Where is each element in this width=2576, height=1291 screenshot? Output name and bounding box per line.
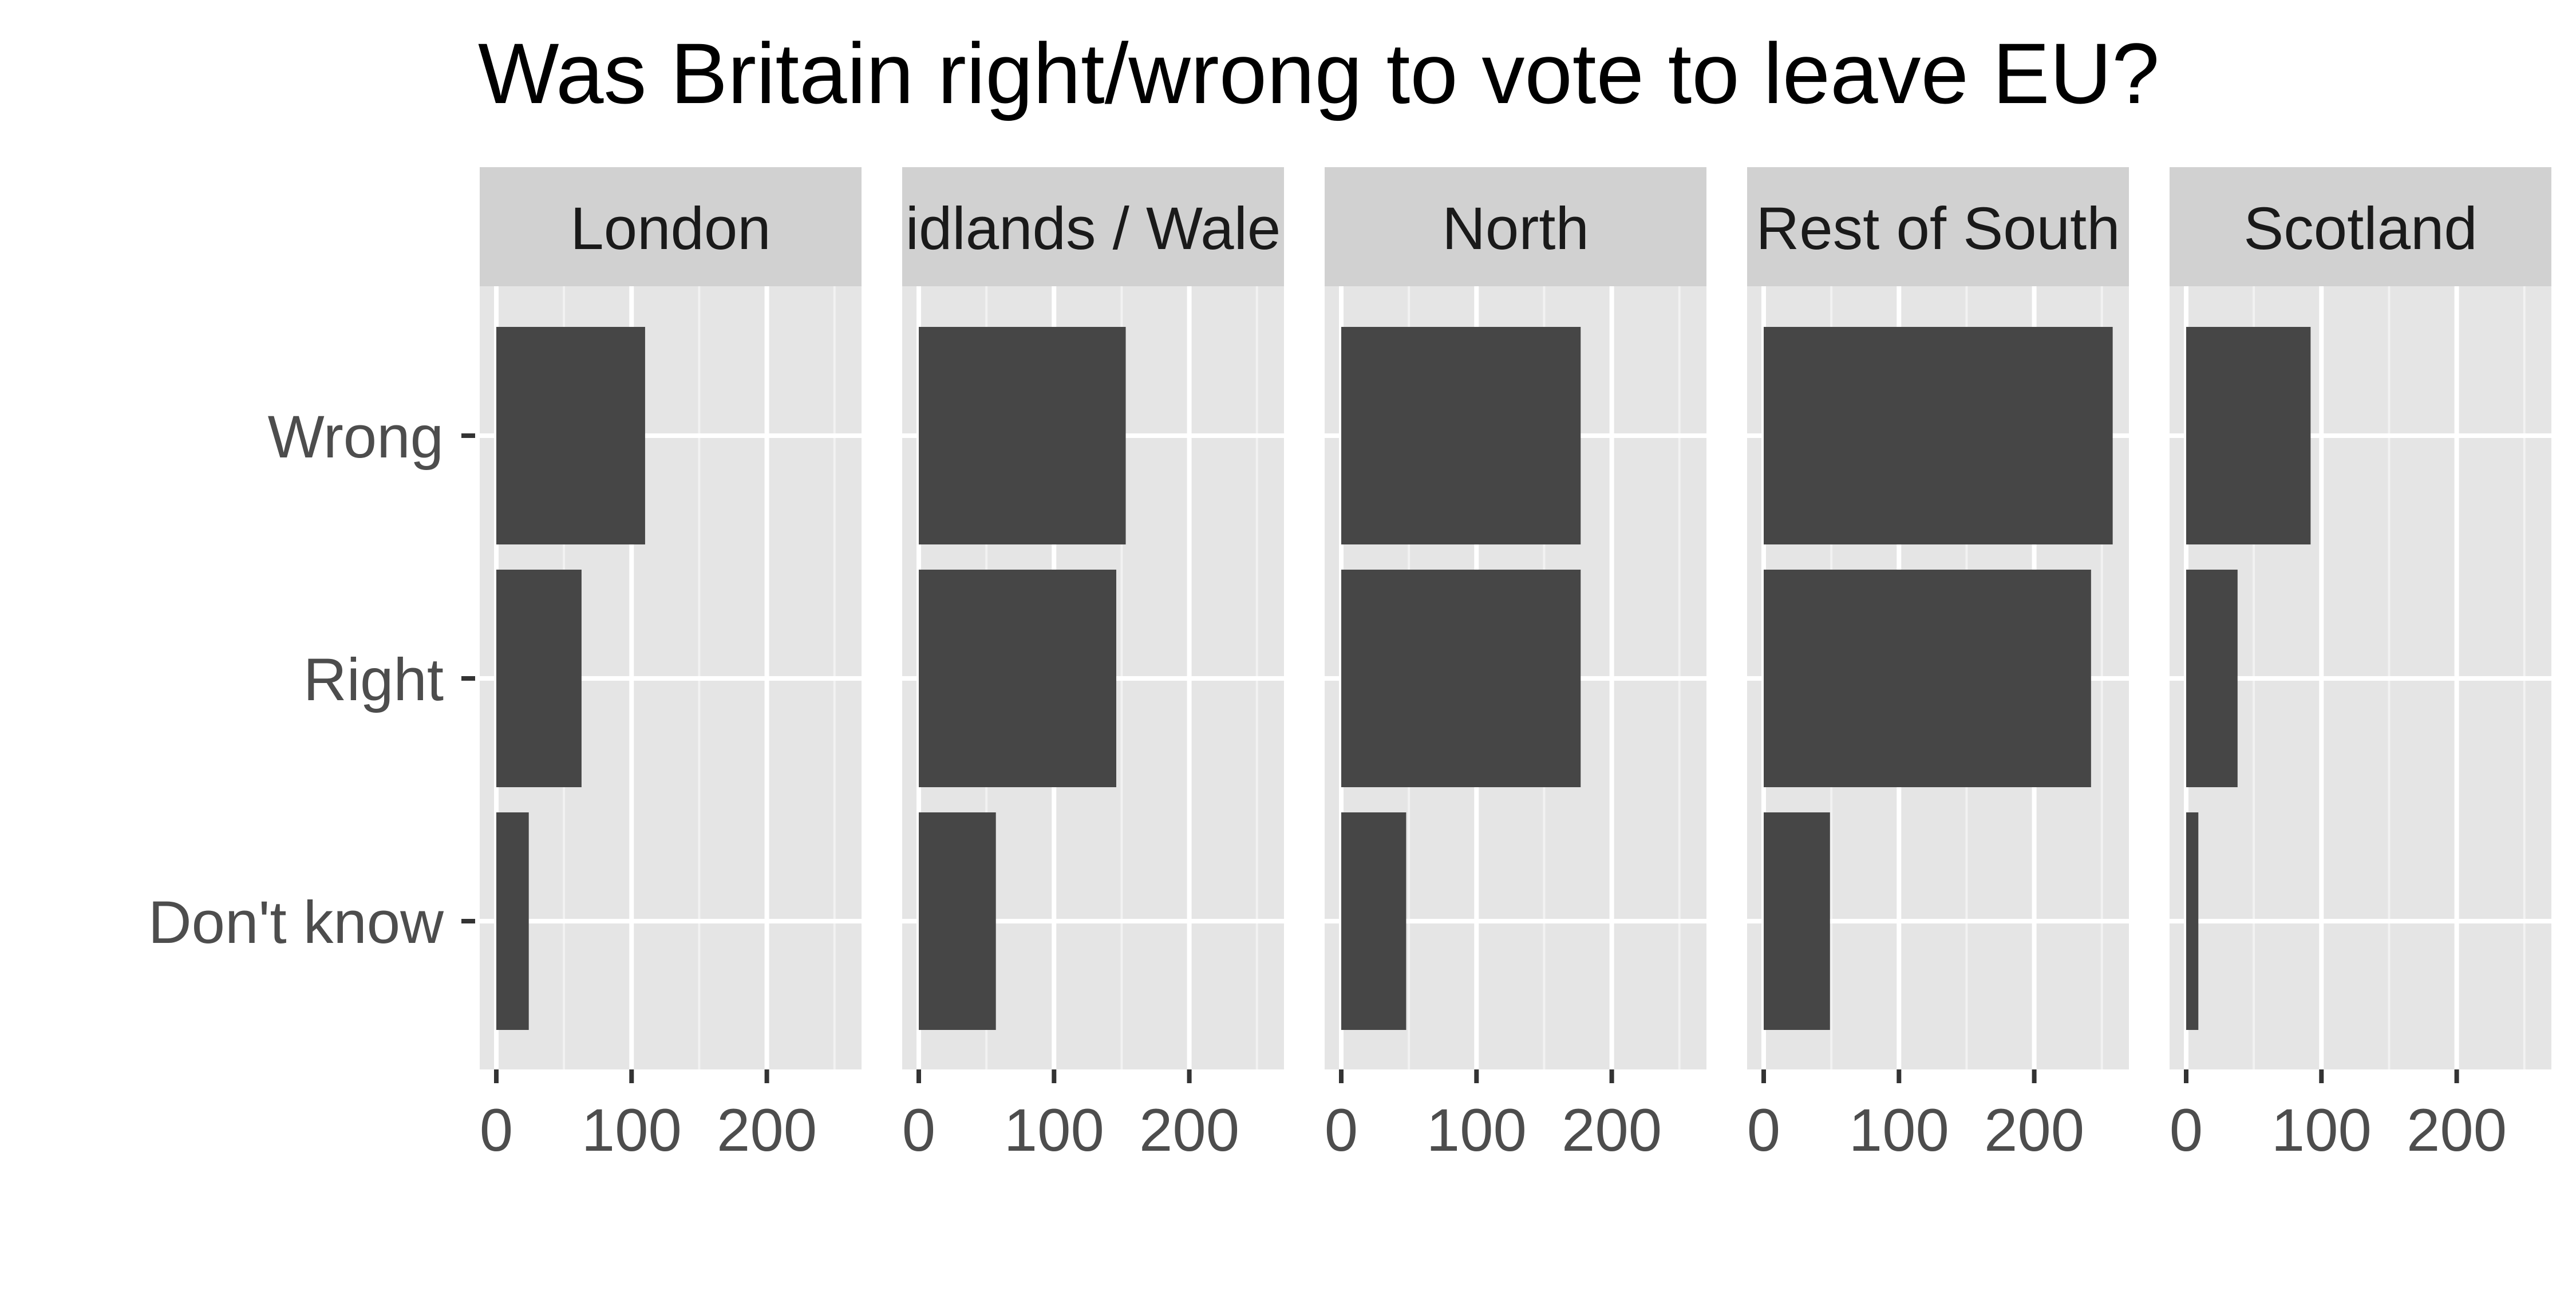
facet-strip-north [1325, 167, 1706, 286]
x-tick-label-london-200: 200 [717, 1097, 817, 1164]
facet-strip-label-london: London [570, 195, 771, 262]
bar-midlands-wales-wrong [919, 327, 1126, 544]
bar-london-don-t-know [496, 812, 529, 1030]
bar-north-wrong [1341, 327, 1581, 544]
bar-london-right [496, 570, 582, 787]
x-tick-label-midlands-wales-100: 100 [1004, 1097, 1104, 1164]
bar-north-don-t-know [1341, 812, 1406, 1030]
bar-north-right [1341, 570, 1581, 787]
x-tick-label-rest-of-south-200: 200 [1984, 1097, 2084, 1164]
x-tick-label-scotland-200: 200 [2407, 1097, 2507, 1164]
facet-strip-label-midlands-wales: idlands / Wale [906, 195, 1281, 262]
bar-rest-of-south-right [1764, 570, 2091, 787]
facet-strip-label-north: North [1442, 195, 1589, 262]
bar-rest-of-south-wrong [1764, 327, 2113, 544]
y-tick-label-wrong: Wrong [268, 404, 444, 471]
x-tick-label-north-100: 100 [1427, 1097, 1527, 1164]
facet-strip-scotland [2170, 167, 2551, 286]
facet-strip-label-rest-of-south: Rest of South [1756, 195, 2120, 262]
x-tick-label-london-0: 0 [480, 1097, 513, 1164]
bar-scotland-don-t-know [2186, 812, 2199, 1030]
x-tick-label-north-200: 200 [1562, 1097, 1662, 1164]
x-tick-label-rest-of-south-0: 0 [1747, 1097, 1780, 1164]
chart-title: Was Britain right/wrong to vote to leave… [478, 25, 2159, 121]
bar-scotland-wrong [2186, 327, 2311, 544]
facet-strip-label-scotland: Scotland [2243, 195, 2478, 262]
x-tick-label-midlands-wales-0: 0 [902, 1097, 935, 1164]
bar-london-wrong [496, 327, 645, 544]
bar-rest-of-south-don-t-know [1764, 812, 1830, 1030]
y-tick-label-don-t-know: Don't know [148, 889, 444, 956]
x-tick-label-midlands-wales-200: 200 [1139, 1097, 1239, 1164]
y-tick-label-right: Right [303, 646, 444, 713]
x-tick-label-north-0: 0 [1325, 1097, 1358, 1164]
x-tick-label-scotland-0: 0 [2170, 1097, 2203, 1164]
bar-scotland-right [2186, 570, 2238, 787]
x-tick-label-london-100: 100 [582, 1097, 682, 1164]
facet-strip-midlands-wales [902, 167, 1284, 286]
bar-midlands-wales-right [919, 570, 1116, 787]
x-tick-label-scotland-100: 100 [2271, 1097, 2372, 1164]
facet-strip-london [480, 167, 862, 286]
bar-midlands-wales-don-t-know [919, 812, 996, 1030]
facet-strip-rest-of-south [1747, 167, 2129, 286]
x-tick-label-rest-of-south-100: 100 [1849, 1097, 1949, 1164]
